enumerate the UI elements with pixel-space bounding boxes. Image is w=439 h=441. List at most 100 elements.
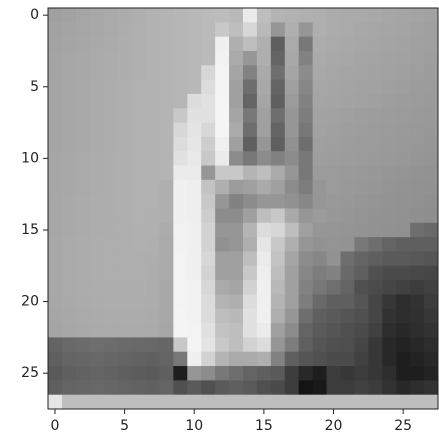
pixel	[284, 251, 300, 267]
pixel	[326, 151, 341, 166]
pixel	[75, 8, 91, 23]
pixel	[117, 308, 132, 324]
pixel	[298, 251, 314, 267]
pixel	[312, 294, 327, 310]
pixel	[410, 323, 425, 338]
pixel	[256, 237, 272, 252]
pixel	[410, 122, 425, 138]
pixel	[48, 366, 63, 381]
pixel	[270, 208, 286, 224]
pixel	[131, 366, 146, 381]
pixel	[89, 194, 105, 209]
pixel	[312, 265, 327, 281]
pixel	[270, 108, 286, 123]
pixel	[173, 337, 188, 353]
pixel	[89, 122, 105, 138]
pixel	[368, 151, 383, 166]
pixel	[145, 351, 160, 367]
pixel	[424, 337, 439, 353]
pixel	[396, 366, 411, 381]
pixel	[368, 208, 383, 224]
pixel	[145, 194, 160, 209]
pixel	[75, 50, 91, 66]
pixel	[201, 337, 216, 353]
pixel	[173, 93, 188, 109]
pixel	[173, 65, 188, 81]
pixel	[48, 93, 63, 109]
pixel	[354, 22, 369, 38]
pixel	[89, 151, 105, 166]
pixel	[368, 22, 383, 38]
pixel	[131, 65, 146, 81]
pixel	[340, 136, 355, 152]
pixel	[326, 380, 341, 396]
pixel	[243, 151, 258, 166]
pixel	[229, 280, 244, 295]
pixel	[89, 222, 105, 238]
pixel	[145, 280, 160, 295]
pixel	[229, 93, 244, 109]
pixel	[382, 308, 397, 324]
pixel	[201, 50, 216, 66]
pixel	[284, 351, 300, 367]
pixel	[48, 165, 63, 181]
pixel	[159, 22, 174, 38]
pixel	[396, 179, 411, 195]
pixel	[326, 194, 341, 209]
pixel	[187, 179, 202, 195]
pixel	[424, 122, 439, 138]
pixel	[368, 65, 383, 81]
pixel	[89, 79, 105, 95]
pixel	[201, 237, 216, 252]
pixel	[61, 22, 77, 38]
pixel	[131, 280, 146, 295]
pixel	[326, 179, 341, 195]
pixel	[368, 222, 383, 238]
pixel	[229, 394, 244, 410]
pixel	[103, 237, 119, 252]
pixel	[229, 79, 244, 95]
pixel	[340, 251, 355, 267]
pixel	[326, 265, 341, 281]
pixel	[396, 22, 411, 38]
pixel	[424, 36, 439, 52]
pixel	[354, 151, 369, 166]
pixel	[340, 36, 355, 52]
pixel	[75, 108, 91, 123]
pixel	[229, 8, 244, 23]
pixel	[173, 351, 188, 367]
pixel	[354, 366, 369, 381]
pixel	[340, 366, 355, 381]
pixel	[396, 93, 411, 109]
pixel	[48, 65, 63, 81]
pixel	[340, 237, 355, 252]
x-tick-label: 5	[120, 418, 129, 434]
pixel	[61, 308, 77, 324]
pixel	[61, 122, 77, 138]
pixel	[48, 108, 63, 123]
pixel	[75, 194, 91, 209]
pixel	[396, 380, 411, 396]
pixel	[75, 208, 91, 224]
pixel	[298, 8, 314, 23]
pixel	[187, 122, 202, 138]
pixel	[159, 366, 174, 381]
pixel	[201, 308, 216, 324]
pixel	[354, 50, 369, 66]
pixel	[159, 108, 174, 123]
pixel	[89, 36, 105, 52]
pixel	[298, 93, 314, 109]
pixel	[89, 394, 105, 410]
pixel	[173, 366, 188, 381]
pixel	[368, 351, 383, 367]
pixel	[201, 65, 216, 81]
pixel	[312, 280, 327, 295]
pixel	[326, 366, 341, 381]
pixel	[61, 351, 77, 367]
pixel	[424, 294, 439, 310]
pixel	[424, 394, 439, 410]
pixel	[270, 65, 286, 81]
pixel	[284, 380, 300, 396]
pixel	[410, 394, 425, 410]
